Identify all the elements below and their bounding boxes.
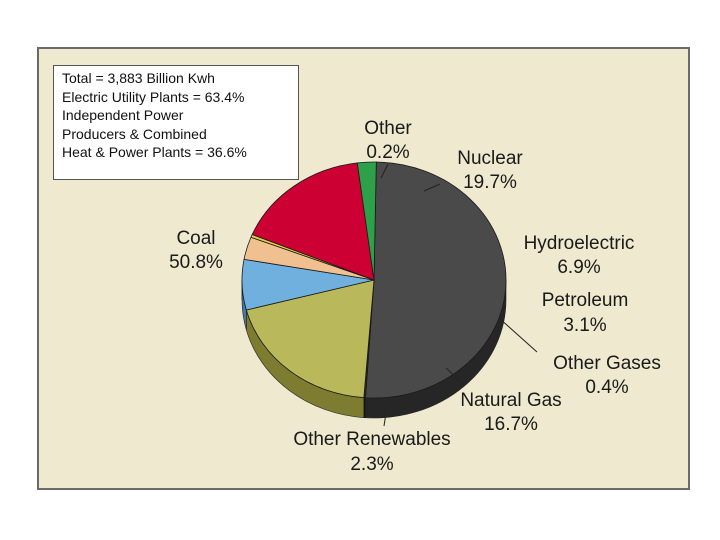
- slice-value-other: 0.2%: [366, 142, 409, 163]
- summary-line: Total = 3,883 Billion Kwh: [62, 70, 215, 86]
- leader-line-nuclear: [423, 183, 441, 192]
- slice-label-other: Other: [364, 118, 412, 139]
- slice-value-petroleum: 3.1%: [563, 315, 606, 336]
- pie-slices: [241, 161, 507, 419]
- slice-other-renewables: [356, 161, 377, 281]
- slice-value-hydroelectric: 6.9%: [557, 257, 600, 278]
- slice-nuclear: [245, 279, 375, 399]
- slice-coal: [365, 161, 507, 399]
- slice-value-other-renewables: 2.3%: [350, 454, 393, 475]
- slice-label-hydroelectric: Hydroelectric: [524, 233, 635, 254]
- slice-label-nuclear: Nuclear: [457, 148, 523, 169]
- summary-line: Electric Utility Plants = 63.4%: [62, 88, 245, 105]
- slice-label-other-renewables: Other Renewables: [293, 429, 450, 450]
- leader-line-other: [380, 163, 389, 179]
- slice-label-petroleum: Petroleum: [542, 290, 629, 311]
- slice-value-coal: 50.8%: [169, 252, 223, 273]
- slice-label-natural-gas: Natural Gas: [460, 390, 561, 411]
- leader-line-natural-gas: [445, 367, 464, 385]
- summary-line: Independent Power: [62, 107, 184, 123]
- slice-value-natural-gas: 16.7%: [484, 414, 538, 435]
- summary-box: Total = 3,883 Billion Kwh Electric Utili…: [53, 65, 299, 180]
- summary-line: Producers & Combined: [62, 125, 207, 142]
- slice-value-nuclear: 19.7%: [463, 172, 517, 193]
- slice-value-other-gases: 0.4%: [585, 377, 628, 398]
- slice-label-other-gases: Other Gases: [553, 353, 661, 374]
- leader-line-other-gases: [498, 317, 538, 353]
- summary-line: Heat & Power Plants = 36.6%: [62, 144, 247, 160]
- slice-label-coal: Coal: [176, 228, 215, 249]
- leader-lines: [380, 163, 538, 427]
- leader-line-other-renewables: [383, 412, 387, 427]
- slice-natural-gas: [251, 162, 375, 281]
